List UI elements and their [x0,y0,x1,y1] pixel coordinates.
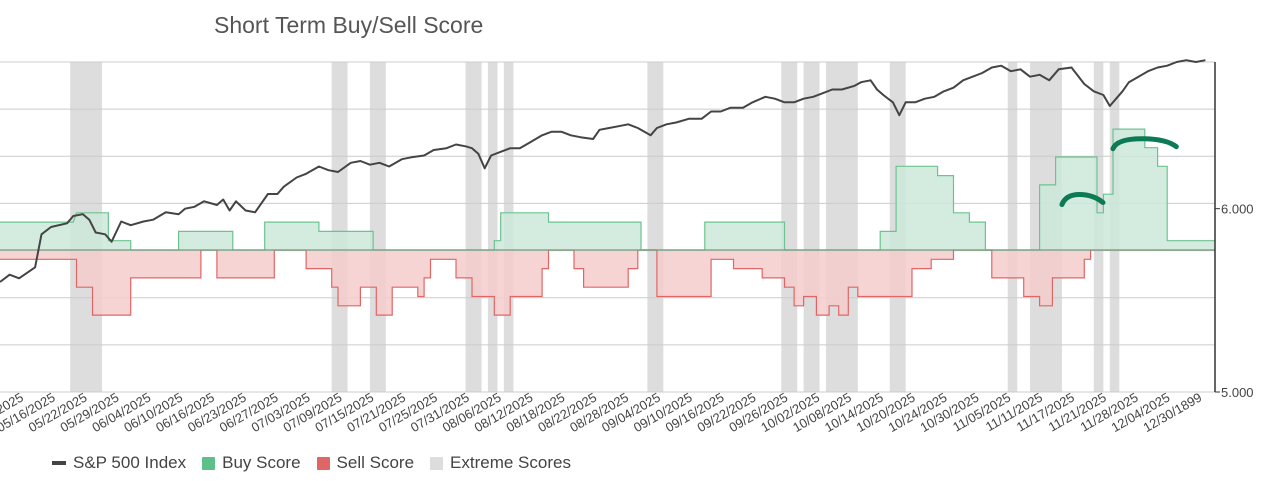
legend-label-sell: Sell Score [336,453,415,472]
buy-score-fill [0,129,1215,250]
extreme-band-2 [369,62,386,392]
legend-label-extreme: Extreme Scores [450,453,571,472]
right-y-axis: 6.000 5.000 [1214,62,1254,400]
sell-score-outline [0,249,1215,316]
extreme-band-3 [465,62,482,392]
sell-score-area [0,249,1215,316]
spx-line [0,59,1206,283]
legend-label-buy: Buy Score [222,453,301,472]
extreme-band-11 [1007,62,1018,392]
legend-swatch-extreme [430,456,444,470]
legend-swatch-sell [316,456,330,470]
right-axis-label-0: 6.000 [1221,202,1254,217]
chart-title: Short Term Buy/Sell Score [214,12,484,38]
legend: S&P 500 Index Buy Score Sell Score Extre… [52,452,587,474]
extreme-band-9 [825,62,858,392]
right-axis-label-1: 5.000 [1221,385,1254,400]
sell-score-fill [0,250,1215,316]
extreme-band-6 [647,62,664,392]
extreme-band-7 [781,62,798,392]
annotation-arc-0 [1059,192,1106,208]
legend-swatch-spx [52,461,66,465]
legend-item-spx[interactable]: S&P 500 Index [52,453,186,473]
annotation-arc-1 [1110,136,1179,152]
annotation-group [1059,136,1179,208]
extreme-score-bands [70,62,1120,392]
legend-swatch-buy [202,456,216,470]
extreme-band-8 [803,62,820,392]
spx-line-group [0,59,1206,283]
legend-item-buy[interactable]: Buy Score [202,453,301,473]
legend-item-sell[interactable]: Sell Score [316,453,415,473]
chart-plot: 6.000 5.000 05/08/202505/12/202505/16/202… [0,59,1254,436]
legend-item-extreme[interactable]: Extreme Scores [430,453,571,473]
extreme-band-4 [487,62,498,392]
x-tick-labels: 05/08/202505/12/202505/16/202505/22/2025… [0,390,1204,436]
legend-label-spx: S&P 500 Index [73,453,187,472]
extreme-band-1 [331,62,348,392]
